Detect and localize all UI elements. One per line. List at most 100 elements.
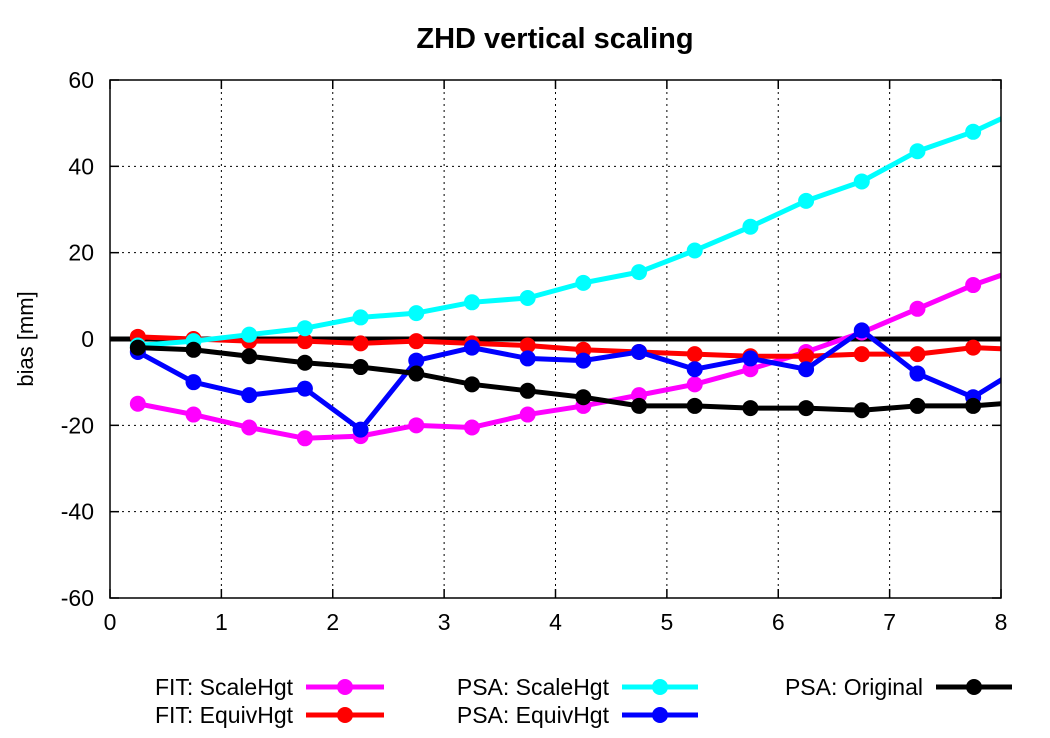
data-point — [296, 354, 313, 371]
data-point — [352, 309, 369, 326]
data-point — [185, 374, 202, 391]
data-point — [1021, 98, 1037, 114]
data-point — [519, 337, 536, 354]
data-point — [296, 333, 313, 350]
data-point — [408, 417, 425, 434]
y-tick-label: -40 — [61, 499, 94, 525]
x-tick-label: 7 — [883, 609, 896, 635]
data-point — [185, 406, 202, 423]
legend-label: PSA: EquivHgt — [457, 702, 610, 728]
data-point — [853, 322, 870, 339]
data-point — [575, 274, 592, 291]
data-point — [241, 419, 258, 436]
data-point — [241, 326, 258, 343]
data-point — [909, 143, 926, 160]
tick-layer: 0 1 2 3 4 5 6 7 8 -60 -40 -20 0 20 40 60 — [61, 67, 1008, 635]
data-point — [1021, 394, 1037, 410]
data-point — [742, 350, 759, 367]
data-point — [296, 430, 313, 447]
data-point — [408, 305, 425, 322]
data-point — [686, 376, 703, 393]
legend-item: FIT: ScaleHgt — [155, 674, 384, 700]
data-point — [798, 348, 815, 365]
y-axis-label: bias [mm] — [13, 291, 38, 386]
data-point — [909, 365, 926, 382]
data-point — [686, 346, 703, 363]
x-tick-label: 0 — [104, 609, 117, 635]
legend-item: PSA: Original — [785, 674, 1012, 700]
data-point — [519, 382, 536, 399]
data-point — [742, 218, 759, 235]
data-point — [463, 376, 480, 393]
data-point — [352, 335, 369, 352]
data-point — [129, 339, 146, 356]
data-point — [408, 333, 425, 350]
data-point — [352, 421, 369, 438]
data-point — [853, 173, 870, 190]
y-tick-label: 20 — [68, 240, 94, 266]
series-line — [137, 116, 1001, 348]
x-tick-label: 6 — [772, 609, 785, 635]
x-tick-label: 3 — [438, 609, 451, 635]
y-tick-label: -60 — [61, 585, 94, 611]
legend-item: PSA: ScaleHgt — [457, 674, 698, 700]
legend-marker — [652, 679, 668, 695]
data-point — [463, 294, 480, 311]
data-point — [686, 242, 703, 259]
legend-label: FIT: ScaleHgt — [155, 674, 294, 700]
legend-marker — [337, 679, 353, 695]
x-tick-label: 8 — [995, 609, 1008, 635]
series-psa-original — [129, 339, 1037, 419]
legend-marker — [337, 707, 353, 723]
data-point — [408, 365, 425, 382]
y-tick-label: 40 — [68, 153, 94, 179]
data-point — [296, 320, 313, 337]
y-tick-label: 60 — [68, 67, 94, 93]
data-point — [519, 350, 536, 367]
data-point — [965, 339, 982, 356]
data-point — [965, 277, 982, 294]
data-point — [909, 346, 926, 363]
data-point — [408, 352, 425, 369]
y-tick-label: -20 — [61, 412, 94, 438]
data-point — [241, 387, 258, 404]
legend-marker — [652, 707, 668, 723]
data-point — [241, 348, 258, 365]
data-point — [631, 264, 648, 281]
data-point — [575, 352, 592, 369]
data-point — [965, 123, 982, 140]
data-point — [909, 397, 926, 414]
legend-item: FIT: EquivHgt — [155, 702, 384, 728]
data-point — [575, 389, 592, 406]
x-tick-label: 1 — [215, 609, 228, 635]
data-point — [798, 400, 815, 417]
data-point — [352, 359, 369, 376]
legend-marker — [966, 679, 982, 695]
data-point — [798, 361, 815, 378]
legend-label: PSA: ScaleHgt — [457, 674, 610, 700]
data-point — [686, 397, 703, 414]
x-tick-label: 5 — [660, 609, 673, 635]
data-point — [853, 402, 870, 419]
data-point — [519, 289, 536, 306]
data-point — [129, 395, 146, 412]
data-point — [1021, 342, 1037, 358]
data-point — [1021, 355, 1037, 371]
data-point — [296, 380, 313, 397]
data-point — [686, 361, 703, 378]
data-point — [965, 397, 982, 414]
x-tick-label: 2 — [326, 609, 339, 635]
series-psa-scalehgt — [129, 98, 1037, 354]
legend-label: FIT: EquivHgt — [155, 702, 294, 728]
data-point — [1021, 258, 1037, 274]
series-psa-equivhgt — [129, 322, 1037, 438]
x-tick-label: 4 — [549, 609, 562, 635]
data-point — [463, 339, 480, 356]
legend-item: PSA: EquivHgt — [457, 702, 698, 728]
data-point — [742, 400, 759, 417]
data-point — [519, 406, 536, 423]
data-point — [798, 192, 815, 209]
